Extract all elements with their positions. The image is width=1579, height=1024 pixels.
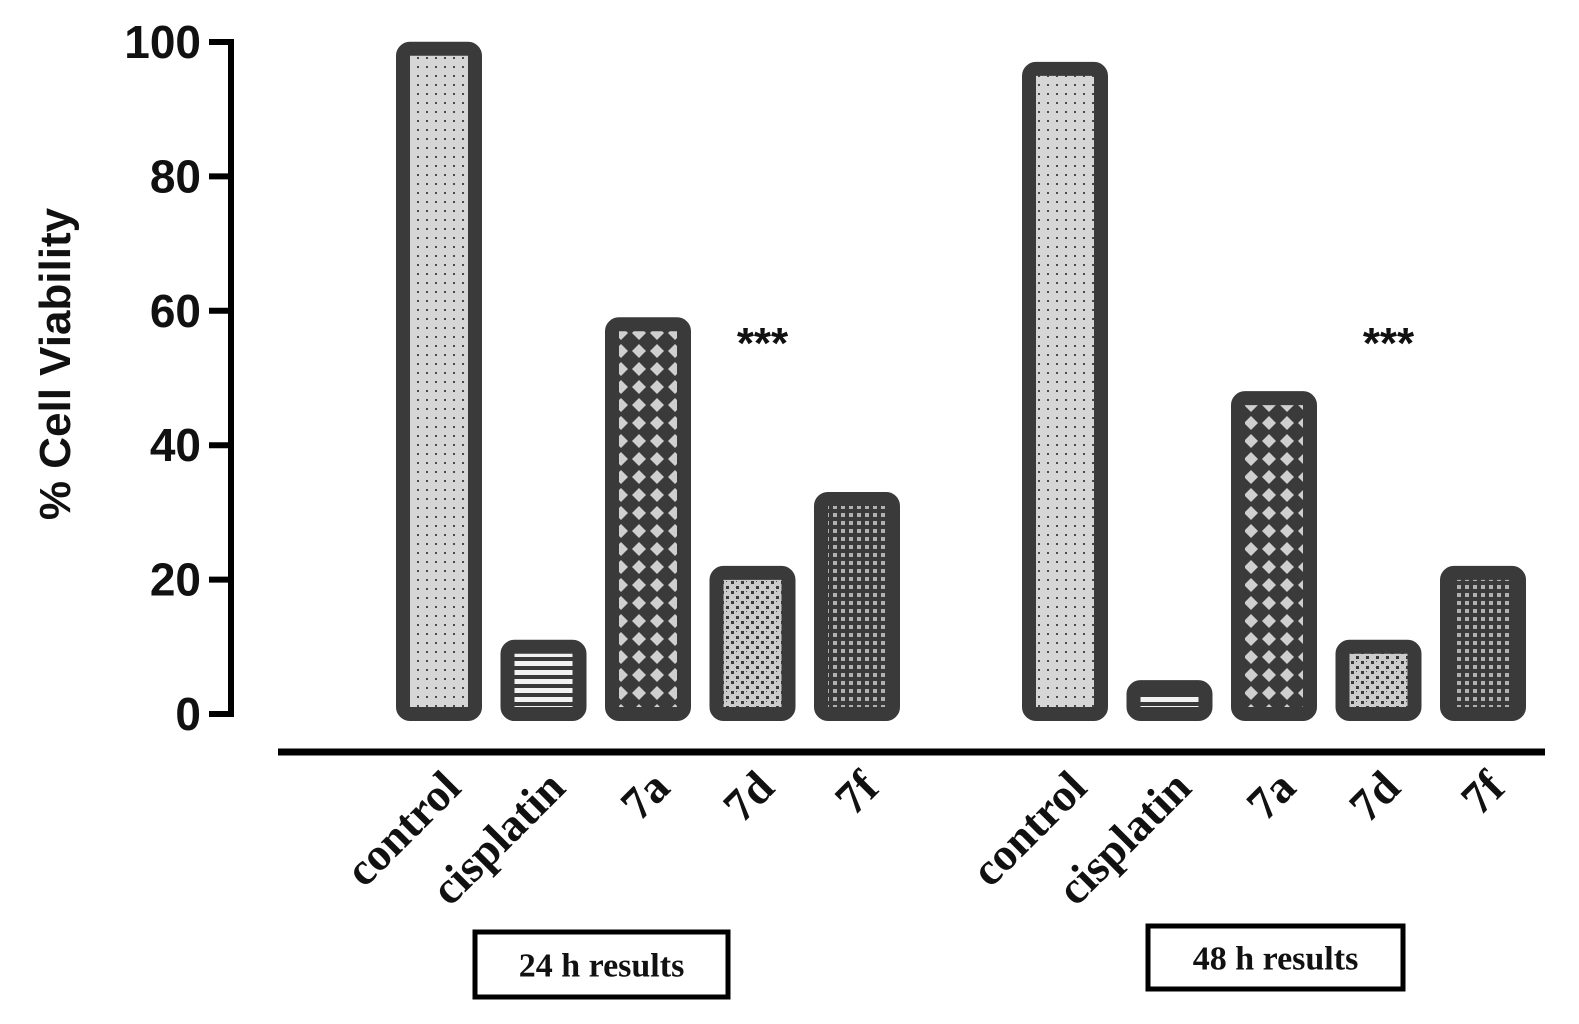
bar-24h-7f: [814, 491, 900, 721]
category-label-48h-7d: 7d: [1339, 761, 1410, 832]
bar-24h-control: [396, 41, 482, 722]
category-label-48h-7f: 7f: [1451, 761, 1515, 825]
group-box-48h: [1145, 923, 1406, 992]
bars: [396, 41, 1526, 722]
bar-24h-7d: [709, 565, 796, 721]
y-axis-label: % Cell Viability: [31, 207, 80, 520]
y-tick-label-60: 60: [150, 285, 201, 337]
bar-48h-control: [1022, 61, 1108, 721]
group-label-48h: 48 h results: [1193, 941, 1359, 978]
bar-24h-cisplatin: [500, 639, 587, 721]
bar-48h-cisplatin: [1126, 680, 1213, 721]
significance-48h: ***: [1363, 319, 1415, 368]
y-tick-label-100: 100: [124, 16, 201, 68]
y-ticks: 0 20 40 60 80 100: [124, 16, 234, 740]
group-labels: 24 h results 48 h results: [472, 923, 1406, 1000]
y-tick-label-20: 20: [150, 554, 201, 606]
category-label-24h-7f: 7f: [825, 761, 889, 825]
y-tick-label-0: 0: [175, 688, 201, 740]
bar-48h-7a: [1231, 391, 1317, 721]
significance-labels: *** ***: [737, 319, 1415, 368]
group-label-24h: 24 h results: [519, 948, 685, 985]
category-label-24h-7a: 7a: [610, 761, 679, 830]
bar-48h-7f: [1440, 565, 1526, 721]
bar-24h-7a: [605, 317, 691, 721]
significance-24h: ***: [737, 319, 789, 368]
bar-48h-7d: [1335, 639, 1422, 721]
category-label-48h-7a: 7a: [1236, 761, 1305, 830]
group-box-24h: [472, 929, 731, 1000]
category-label-24h-7d: 7d: [713, 761, 784, 832]
y-tick-label-80: 80: [150, 150, 201, 202]
y-tick-label-40: 40: [150, 419, 201, 471]
